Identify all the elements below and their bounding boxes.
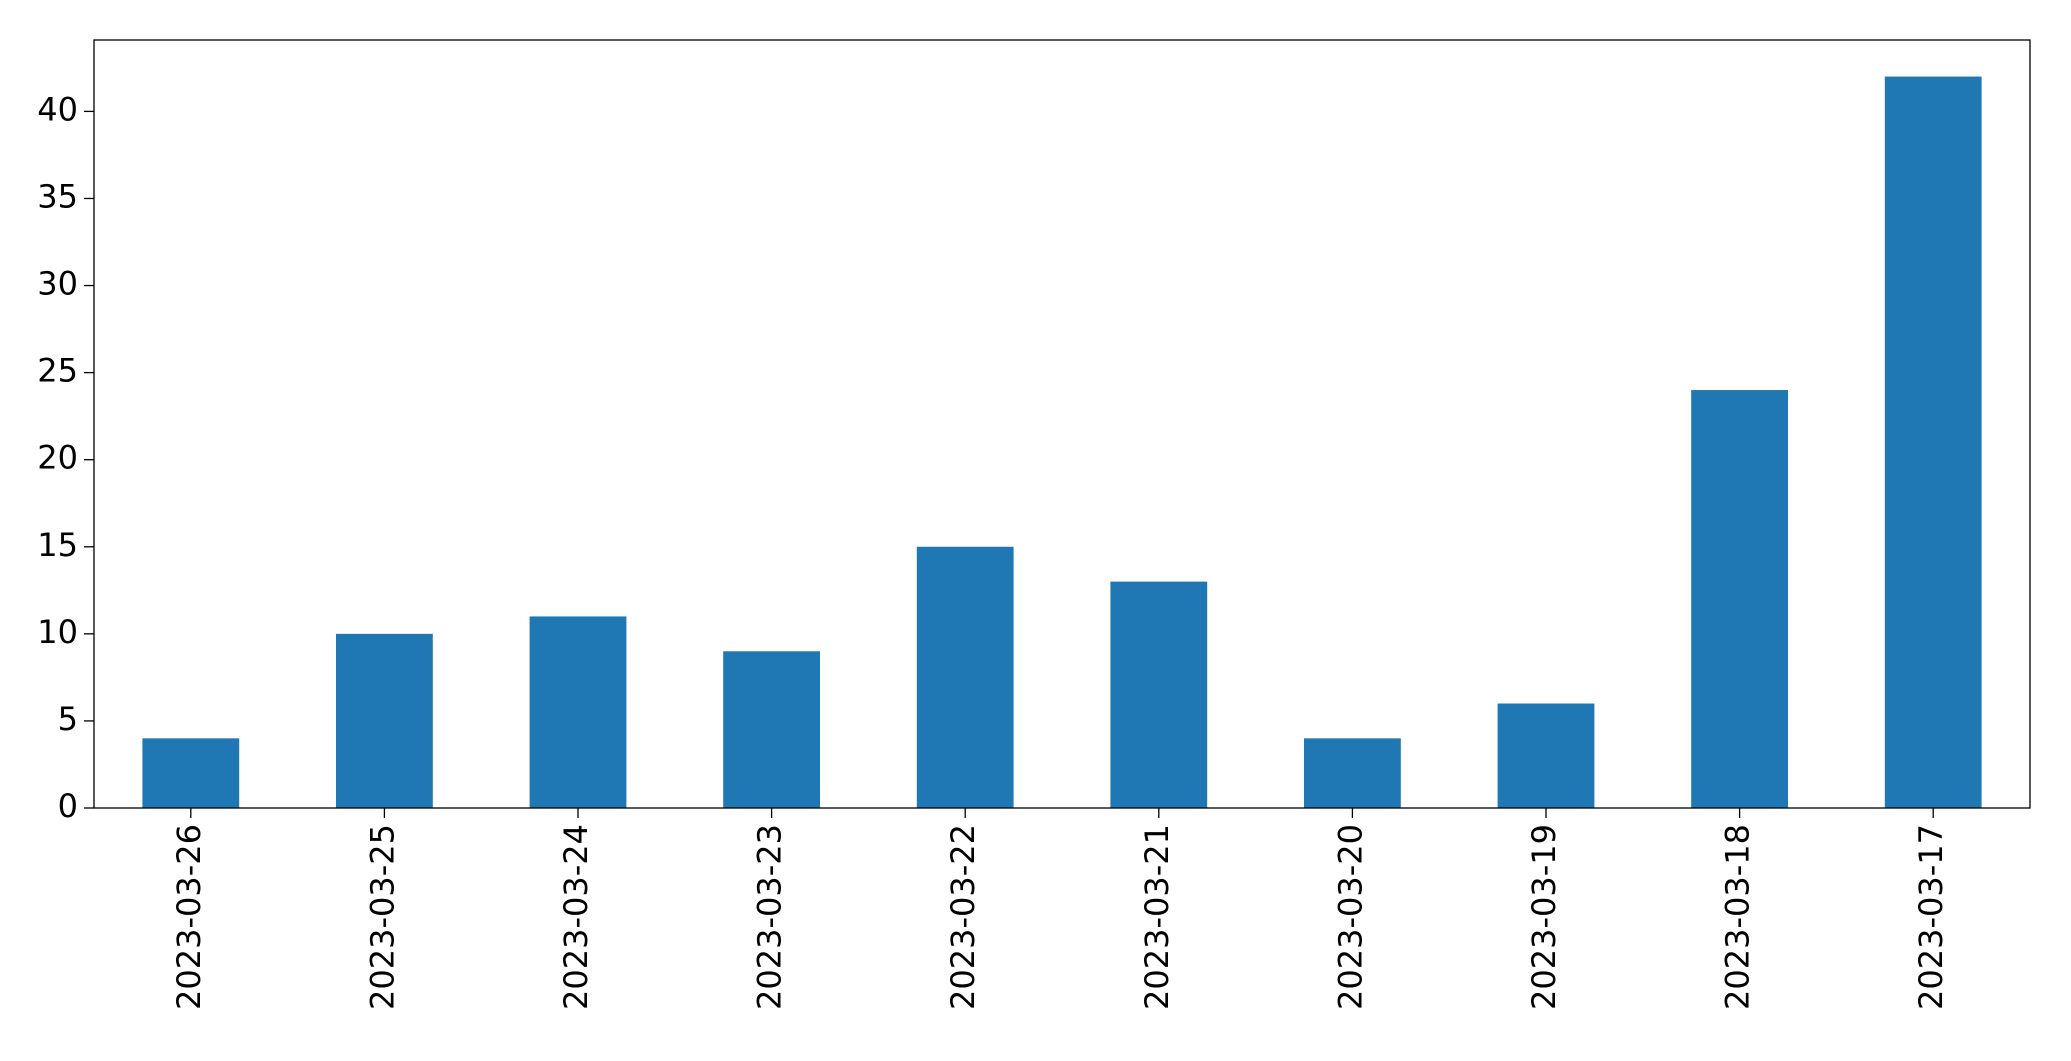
y-tick-label: 10 [37,613,78,651]
plot-frame [93,39,2031,809]
y-tick-label: 30 [37,265,78,303]
bar [1691,390,1788,808]
bar [723,651,820,808]
y-tick-label: 35 [37,177,78,215]
bar [1884,76,1982,809]
x-tick-label: 2023-03-21 [1138,824,1176,1010]
x-tick-label: 2023-03-19 [1525,824,1563,1010]
x-tick-label: 2023-03-24 [557,824,595,1010]
x-tick-label: 2023-03-20 [1331,824,1369,1010]
bar [1497,703,1595,808]
x-tick-label: 2023-03-23 [751,824,789,1010]
y-tick-label: 5 [58,700,78,738]
y-tick-label: 25 [37,352,78,390]
x-tick-label: 2023-03-22 [944,824,982,1010]
x-tick-label: 2023-03-26 [170,824,208,1010]
bar [1110,581,1208,808]
y-tick-label: 40 [37,90,78,128]
bar [529,616,627,808]
bar [142,738,240,808]
x-tick-label: 2023-03-17 [1912,824,1950,1010]
x-tick-label: 2023-03-18 [1719,824,1757,1010]
bar [916,546,1014,808]
y-tick-label: 20 [37,439,78,477]
bar [336,633,433,808]
bar [1304,738,1401,808]
y-tick-label: 15 [37,526,78,564]
y-tick-label: 0 [58,787,78,825]
x-tick-label: 2023-03-25 [363,824,401,1010]
